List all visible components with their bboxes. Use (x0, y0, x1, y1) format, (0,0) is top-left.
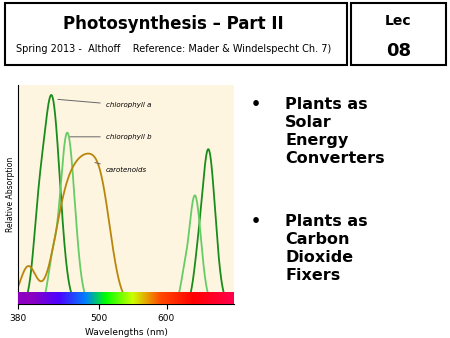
Text: Plants as
Solar
Energy
Converters: Plants as Solar Energy Converters (285, 97, 385, 166)
Text: chlorophyll a: chlorophyll a (58, 99, 151, 108)
X-axis label: Wavelengths (nm): Wavelengths (nm) (85, 329, 167, 337)
Y-axis label: Relative Absorption: Relative Absorption (6, 157, 15, 232)
FancyBboxPatch shape (351, 3, 446, 65)
Text: •: • (251, 97, 261, 112)
Text: Plants as
Carbon
Dioxide
Fixers: Plants as Carbon Dioxide Fixers (285, 214, 368, 283)
Text: 08: 08 (386, 42, 411, 60)
FancyBboxPatch shape (4, 3, 346, 65)
Text: Lec: Lec (385, 14, 412, 27)
Text: carotenoids: carotenoids (95, 163, 147, 173)
Text: chlorophyll b: chlorophyll b (70, 134, 151, 140)
Text: Spring 2013 -  Althoff    Reference: Mader & Windelspecht Ch. 7): Spring 2013 - Althoff Reference: Mader &… (16, 44, 331, 54)
Text: •: • (251, 214, 261, 229)
Text: Photosynthesis – Part II: Photosynthesis – Part II (63, 15, 284, 33)
